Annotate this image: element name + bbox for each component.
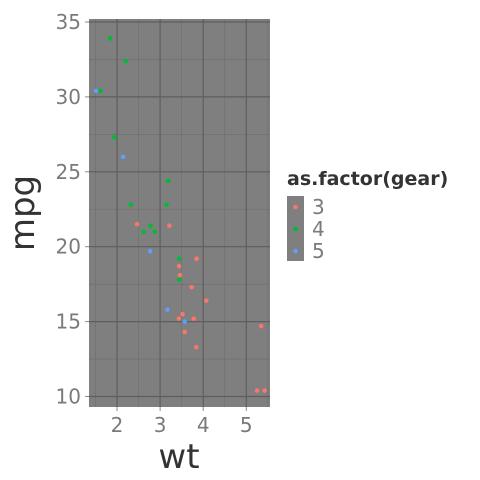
legend-items: 345 xyxy=(293,195,325,263)
legend-title: as.factor(gear) xyxy=(287,168,448,190)
y-tick-label: 15 xyxy=(56,310,81,334)
point-gear-4 xyxy=(148,223,153,229)
x-tick-label: 4 xyxy=(197,413,210,437)
x-axis-title: wt xyxy=(158,437,199,477)
point-gear-3 xyxy=(167,223,172,229)
point-gear-3 xyxy=(203,298,209,303)
point-gear-3 xyxy=(191,316,197,321)
point-gear-3 xyxy=(258,323,264,329)
y-tick-label: 25 xyxy=(56,160,81,184)
point-gear-4 xyxy=(107,36,113,41)
point-gear-3 xyxy=(194,344,199,350)
data-points xyxy=(93,36,267,393)
point-gear-3 xyxy=(262,388,267,393)
minor-gridlines xyxy=(89,19,270,407)
major-gridlines xyxy=(89,19,270,407)
point-gear-3 xyxy=(182,329,187,335)
y-axis-ticks: 10 15 20 25 30 35 xyxy=(56,10,89,409)
point-gear-4 xyxy=(141,229,147,235)
point-gear-4 xyxy=(164,202,169,208)
point-gear-4 xyxy=(128,202,134,208)
legend-label-3: 3 xyxy=(312,195,325,219)
legend-label-4: 4 xyxy=(312,217,325,241)
legend-key-3 xyxy=(293,204,298,210)
point-gear-4 xyxy=(176,277,182,282)
point-gear-5 xyxy=(165,307,170,312)
y-tick-label: 20 xyxy=(56,235,81,259)
x-tick-label: 2 xyxy=(111,413,124,437)
point-gear-3 xyxy=(189,284,194,290)
point-gear-3 xyxy=(180,311,185,317)
legend-key-4 xyxy=(293,226,298,232)
legend-label-5: 5 xyxy=(312,239,325,263)
point-gear-3 xyxy=(254,388,260,393)
y-axis-title: mpg xyxy=(3,175,43,251)
x-tick-label: 3 xyxy=(154,413,167,437)
plot-panel xyxy=(89,19,270,407)
point-gear-3 xyxy=(134,221,140,227)
point-gear-5 xyxy=(182,319,187,324)
y-tick-label: 30 xyxy=(56,85,81,109)
point-gear-5 xyxy=(120,154,126,160)
point-gear-5 xyxy=(147,248,153,254)
point-gear-4 xyxy=(176,256,182,261)
point-gear-4 xyxy=(98,88,103,94)
point-gear-4 xyxy=(123,58,128,64)
point-gear-4 xyxy=(111,135,117,140)
point-gear-5 xyxy=(93,88,99,94)
point-gear-4 xyxy=(165,178,171,184)
point-gear-3 xyxy=(176,316,182,321)
y-tick-label: 35 xyxy=(56,10,81,34)
point-gear-4 xyxy=(152,229,158,235)
x-axis-ticks: 2 3 4 5 xyxy=(111,407,253,437)
legend: as.factor(gear) 345 xyxy=(287,168,448,263)
y-tick-label: 10 xyxy=(56,385,81,409)
x-tick-label: 5 xyxy=(240,413,253,437)
point-gear-3 xyxy=(194,256,199,261)
point-gear-3 xyxy=(177,272,183,278)
legend-key-5 xyxy=(293,248,298,254)
point-gear-3 xyxy=(176,263,182,269)
